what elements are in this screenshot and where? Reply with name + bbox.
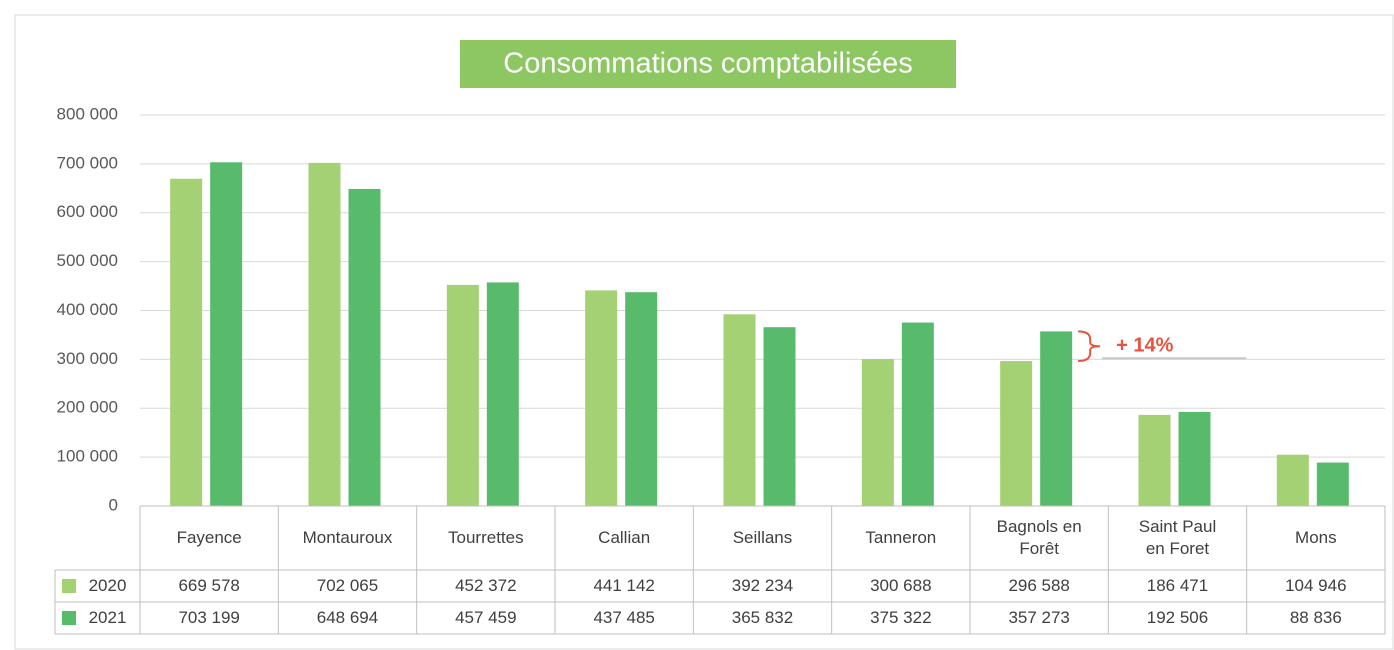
bar <box>1178 411 1211 506</box>
x-tick-label: Tourrettes <box>417 506 555 570</box>
bar <box>723 314 756 506</box>
bar <box>1276 454 1309 506</box>
data-label-text: 648 694 <box>316 607 379 627</box>
x-tick-label-text: Tourrettes <box>448 527 524 547</box>
y-tick-label: 600 000 <box>57 202 118 221</box>
y-tick-label: 200 000 <box>57 398 118 417</box>
x-tick-label-text: Seillans <box>732 527 793 547</box>
x-tick-label-text: Montauroux <box>302 527 393 547</box>
annotation-brace <box>1078 330 1101 363</box>
bar <box>348 188 381 506</box>
data-label-text: 441 142 <box>593 575 655 595</box>
data-label-text: 669 578 <box>178 575 240 595</box>
bar <box>861 359 894 506</box>
bar <box>308 162 341 507</box>
x-tick-label: Mons <box>1247 506 1385 570</box>
data-label-text: 392 234 <box>731 575 794 595</box>
chart-border <box>14 14 1394 650</box>
x-tick-label-text: Tanneron <box>865 527 937 547</box>
bar <box>1000 361 1033 506</box>
y-tick-label: 700 000 <box>57 153 118 172</box>
legend-label: 2021 <box>75 602 140 634</box>
legend-swatch <box>62 611 76 625</box>
data-label-text: 186 471 <box>1146 575 1209 595</box>
legend-swatch <box>62 579 76 593</box>
x-tick-label: Saint Paul en Foret <box>1108 506 1246 570</box>
data-label-text: 300 688 <box>870 575 932 595</box>
chart-title: Consommations comptabilisées <box>503 48 912 80</box>
bar <box>210 162 243 506</box>
data-label-text: 452 372 <box>455 575 517 595</box>
bar <box>763 327 796 506</box>
data-label-text: 702 065 <box>316 575 379 595</box>
x-tick-label: Fayence <box>140 506 278 570</box>
data-label: 437 485 <box>555 602 693 634</box>
x-tick-label: Callian <box>555 506 693 570</box>
data-label-text: 375 322 <box>870 607 932 627</box>
data-label-text: 296 588 <box>1008 575 1070 595</box>
bar <box>486 282 519 506</box>
data-label-text: 88 836 <box>1289 607 1342 627</box>
x-tick-label: Bagnols en Forêt <box>970 506 1108 570</box>
data-label: 186 471 <box>1108 570 1246 602</box>
data-label: 648 694 <box>278 602 416 634</box>
data-label: 392 234 <box>693 570 831 602</box>
x-tick-label-text: Callian <box>598 527 651 547</box>
bar <box>1040 331 1073 506</box>
data-label-text: 104 946 <box>1285 575 1347 595</box>
data-label: 192 506 <box>1108 602 1246 634</box>
y-tick-label: 100 000 <box>57 447 118 466</box>
title-box <box>460 40 956 88</box>
data-label-text: 365 832 <box>731 607 794 627</box>
x-tick-label-text: Saint Paul en Foret <box>1138 516 1217 558</box>
x-tick-label-text: Fayence <box>176 527 242 547</box>
data-label: 702 065 <box>278 570 416 602</box>
legend-label: 2020 <box>75 570 140 602</box>
x-tick-label: Tanneron <box>832 506 970 570</box>
data-label: 669 578 <box>140 570 278 602</box>
x-tick-label-text: Bagnols en Forêt <box>996 516 1082 558</box>
data-label-text: 703 199 <box>178 607 240 627</box>
data-label: 365 832 <box>693 602 831 634</box>
legend-label-text: 2021 <box>88 607 127 627</box>
y-tick-label: 800 000 <box>57 104 118 123</box>
data-label: 104 946 <box>1247 570 1385 602</box>
bar <box>170 178 203 506</box>
legend-label-text: 2020 <box>88 575 127 595</box>
x-tick-label: Seillans <box>693 506 831 570</box>
bar <box>585 290 618 506</box>
bar <box>625 292 658 506</box>
data-label: 357 273 <box>970 602 1108 634</box>
y-tick-label: 500 000 <box>57 251 118 270</box>
data-label: 300 688 <box>832 570 970 602</box>
data-label: 452 372 <box>417 570 555 602</box>
data-label: 703 199 <box>140 602 278 634</box>
data-label: 375 322 <box>832 602 970 634</box>
data-label: 88 836 <box>1247 602 1385 634</box>
data-label: 441 142 <box>555 570 693 602</box>
x-tick-label-text: Mons <box>1295 527 1337 547</box>
bar <box>1316 462 1349 506</box>
annotation: + 14% <box>1116 334 1173 356</box>
data-label-text: 192 506 <box>1146 607 1209 627</box>
bar <box>901 322 934 506</box>
data-label: 457 459 <box>417 602 555 634</box>
bar <box>1138 414 1171 506</box>
bar <box>446 284 479 506</box>
data-label-text: 437 485 <box>593 607 655 627</box>
data-label-text: 357 273 <box>1008 607 1070 627</box>
x-tick-label: Montauroux <box>278 506 416 570</box>
data-label: 296 588 <box>970 570 1108 602</box>
y-tick-label: 400 000 <box>57 300 118 319</box>
y-tick-label: 300 000 <box>57 349 118 368</box>
y-tick-label: 0 <box>109 495 118 514</box>
data-label-text: 457 459 <box>455 607 517 627</box>
